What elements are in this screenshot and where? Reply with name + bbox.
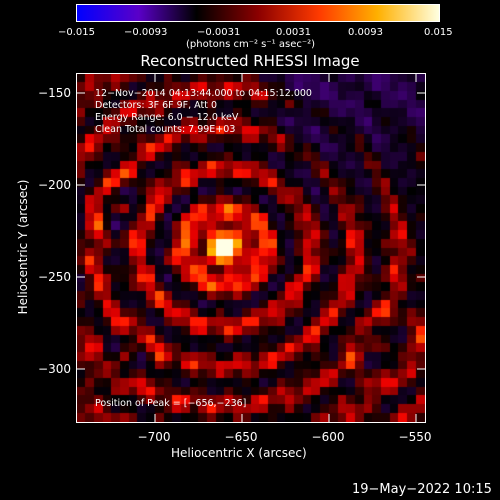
x-tick-label: −550 xyxy=(398,430,432,444)
y-tick-label: −150 xyxy=(38,86,71,100)
axis-ticks xyxy=(77,74,425,422)
colorbar-tick: −0.015 xyxy=(58,27,96,38)
colorbar-tick: −0.0031 xyxy=(197,27,241,38)
x-axis-label: Heliocentric X (arcsec) xyxy=(171,446,307,460)
colorbar-tick: 0.0093 xyxy=(348,27,383,38)
datestamp: 19−May−2022 10:15 xyxy=(352,482,492,497)
colorbar-units: (photons cm⁻² s⁻¹ asec⁻²) xyxy=(186,39,316,50)
reconstructed-image xyxy=(77,74,425,422)
y-tick-label: −250 xyxy=(38,270,71,284)
y-axis-label: Heliocentric Y (arcsec) xyxy=(16,179,30,315)
y-tick-label: −200 xyxy=(38,178,71,192)
info-time-range: 12−Nov−2014 04:13:44.000 to 04:15:12.000 xyxy=(95,88,312,99)
colorbar-tick: 0.015 xyxy=(424,27,453,38)
peak-position-label: Position of Peak = [−656,−236] xyxy=(95,398,247,409)
plot-title: Reconstructed RHESSI Image xyxy=(140,52,360,70)
x-tick-label: −700 xyxy=(137,430,171,444)
image-plot-area: 12−Nov−2014 04:13:44.000 to 04:15:12.000… xyxy=(76,73,426,423)
info-detectors: Detectors: 3F 6F 9F, Att 0 xyxy=(95,100,218,111)
y-tick-label: −300 xyxy=(38,362,71,376)
colorbar-tick: −0.0093 xyxy=(124,27,168,38)
x-tick-label: −600 xyxy=(311,430,345,444)
x-tick-label: −650 xyxy=(224,430,258,444)
colorbar-tick: 0.0031 xyxy=(276,27,311,38)
colorbar xyxy=(76,4,440,22)
info-total-counts: Clean Total counts: 7.99E+03 xyxy=(95,124,236,135)
info-energy-range: Energy Range: 6.0 − 12.0 keV xyxy=(95,112,239,123)
